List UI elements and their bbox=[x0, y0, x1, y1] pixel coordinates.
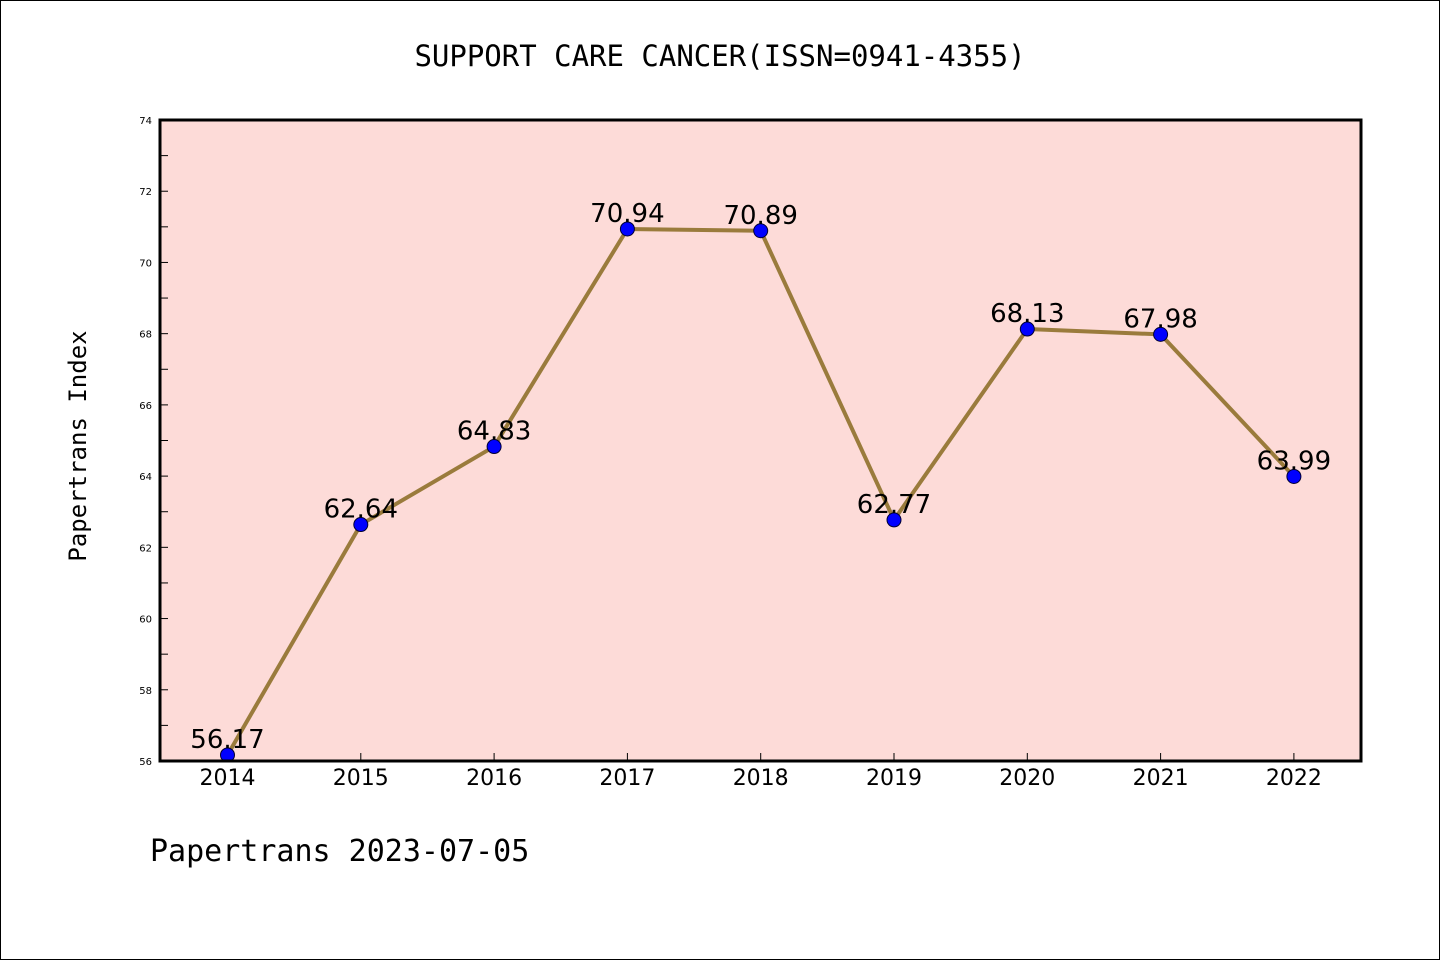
y-tick-label: 72 bbox=[139, 187, 152, 198]
x-tick-label: 2018 bbox=[733, 766, 789, 791]
data-point-2019 bbox=[886, 512, 902, 528]
data-point-2017 bbox=[619, 221, 635, 237]
data-label-2015: 62.64 bbox=[324, 495, 398, 525]
x-tick-label: 2019 bbox=[866, 766, 922, 791]
y-tick-label: 56 bbox=[139, 757, 152, 768]
y-tick-label: 74 bbox=[139, 116, 152, 127]
x-tick-label: 2017 bbox=[599, 766, 655, 791]
data-labels: 56.17 62.64 64.83 70.94 70.89 62.77 68.13 67.98… bbox=[190, 199, 1331, 755]
y-tick-label: 58 bbox=[139, 686, 152, 697]
x-tick-label: 2020 bbox=[999, 766, 1055, 791]
y-tick-label: 68 bbox=[139, 330, 152, 341]
data-points bbox=[220, 221, 1302, 763]
y-tick-label: 70 bbox=[139, 258, 152, 269]
data-label-2017: 70.94 bbox=[590, 199, 664, 229]
x-tick-label: 2022 bbox=[1266, 766, 1322, 791]
y-tick-label: 60 bbox=[139, 615, 152, 626]
y-tick-label: 62 bbox=[139, 543, 152, 554]
data-label-2018: 70.89 bbox=[723, 201, 797, 231]
data-point-2016 bbox=[486, 439, 502, 455]
data-label-2014: 56.17 bbox=[190, 725, 264, 755]
data-point-2018 bbox=[753, 223, 769, 239]
y-axis-label: Papertrans Index bbox=[64, 330, 92, 561]
data-point-2021 bbox=[1153, 326, 1169, 342]
chart-title: SUPPORT CARE CANCER(ISSN=0941-4355) bbox=[414, 39, 1025, 73]
y-tick-label: 64 bbox=[139, 472, 152, 483]
x-tick-label: 2016 bbox=[466, 766, 522, 791]
y-tick-label: 66 bbox=[139, 401, 152, 412]
footer-note: Papertrans 2023-07-05 bbox=[150, 834, 530, 869]
data-point-2015 bbox=[353, 517, 369, 533]
data-point-2022 bbox=[1286, 468, 1302, 484]
x-tick-label: 2015 bbox=[333, 766, 389, 791]
plot-border bbox=[158, 118, 1363, 763]
data-label-2016: 64.83 bbox=[457, 417, 531, 447]
data-point-2020 bbox=[1019, 321, 1035, 337]
x-axis-ticks: 2014 2015 2016 2017 2018 2019 2020 2021 2022 bbox=[200, 753, 1322, 791]
data-label-2019: 62.77 bbox=[857, 490, 931, 520]
x-tick-label: 2014 bbox=[200, 766, 256, 791]
data-label-2022: 63.99 bbox=[1257, 446, 1331, 476]
data-label-2020: 68.13 bbox=[990, 299, 1064, 329]
x-tick-label: 2021 bbox=[1133, 766, 1189, 791]
data-label-2021: 67.98 bbox=[1123, 304, 1197, 334]
